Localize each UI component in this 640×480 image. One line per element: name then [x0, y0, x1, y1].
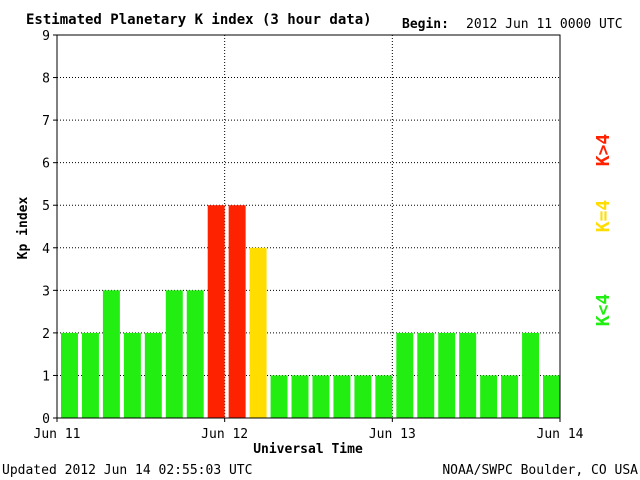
- bar: [501, 375, 519, 418]
- y-tick-label: 1: [42, 369, 50, 384]
- bar: [249, 247, 267, 418]
- begin-value: 2012 Jun 11 0000 UTC: [466, 17, 623, 32]
- source-credit: NOAA/SWPC Boulder, CO USA: [442, 463, 638, 478]
- bar: [438, 332, 456, 418]
- y-tick-label: 0: [42, 412, 50, 427]
- bars: [61, 205, 560, 418]
- x-tick-label: Jun 12: [201, 427, 248, 442]
- bar: [165, 290, 183, 418]
- x-tick-label: Jun 13: [369, 427, 416, 442]
- chart-title: Estimated Planetary K index (3 hour data…: [26, 12, 372, 28]
- bar: [61, 332, 78, 418]
- plot-frame: [56, 34, 561, 419]
- bar: [123, 332, 141, 418]
- bar: [81, 332, 99, 418]
- x-tick-label: Jun 11: [34, 427, 81, 442]
- bar: [375, 375, 393, 418]
- y-tick-label: 5: [42, 199, 50, 214]
- y-tick-label: 7: [42, 114, 50, 129]
- bar: [543, 375, 560, 418]
- updated-timestamp: Updated 2012 Jun 14 02:55:03 UTC: [2, 463, 252, 478]
- legend-high: K>4: [593, 134, 614, 167]
- bar: [459, 332, 477, 418]
- grid-lines: [57, 35, 560, 418]
- bar: [417, 332, 435, 418]
- y-tick-label: 9: [42, 29, 50, 44]
- bar: [270, 375, 288, 418]
- begin-label: Begin:: [402, 17, 449, 32]
- bar: [480, 375, 498, 418]
- bar: [333, 375, 351, 418]
- bar: [102, 290, 120, 418]
- y-tick-label: 6: [42, 157, 50, 172]
- bar: [291, 375, 309, 418]
- bar: [354, 375, 372, 418]
- y-tick-label: 8: [42, 72, 50, 87]
- legend-low: K<4: [593, 294, 614, 327]
- y-tick-labels: 0 1 2 3 4 5 6 7 8 9: [42, 29, 57, 427]
- bar: [228, 205, 246, 418]
- x-tick-label: Jun 14: [537, 427, 584, 442]
- bar: [312, 375, 330, 418]
- bar: [396, 332, 414, 418]
- bar: [186, 290, 204, 418]
- bar: [207, 205, 225, 418]
- x-tick-labels: Jun 11 Jun 12 Jun 13 Jun 14: [34, 418, 584, 442]
- y-tick-label: 2: [42, 327, 50, 342]
- legend-mid: K=4: [593, 200, 614, 233]
- y-tick-label: 4: [42, 242, 50, 257]
- x-axis-label: Universal Time: [253, 442, 363, 457]
- bar: [144, 332, 162, 418]
- y-axis-label: Kp index: [16, 197, 31, 260]
- y-tick-label: 3: [42, 284, 50, 299]
- bar: [522, 332, 540, 418]
